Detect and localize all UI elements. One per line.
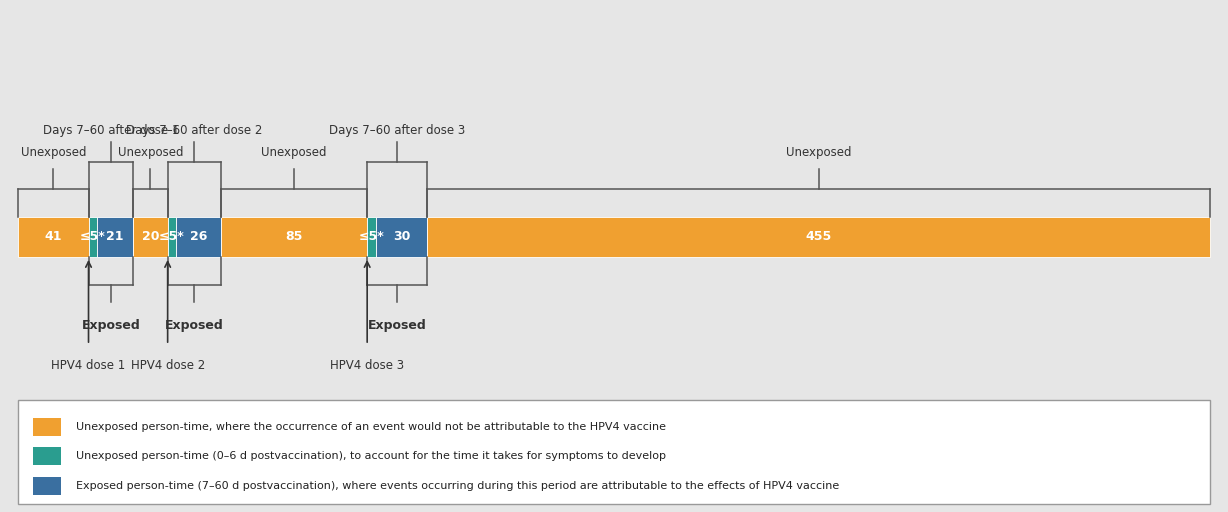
Text: Unexposed person-time (0–6 d postvaccination), to account for the time it takes : Unexposed person-time (0–6 d postvaccina… [76, 452, 666, 461]
Text: 26: 26 [190, 230, 208, 244]
Text: Unexposed: Unexposed [118, 146, 183, 159]
Text: 21: 21 [107, 230, 124, 244]
Bar [134, 217, 168, 257]
Bar [427, 217, 1210, 257]
Text: Days 7–60 after dose 3: Days 7–60 after dose 3 [329, 124, 465, 137]
Text: Days 7–60 after dose 1: Days 7–60 after dose 1 [43, 124, 179, 137]
Text: Unexposed: Unexposed [786, 146, 851, 159]
Text: HPV4 dose 3: HPV4 dose 3 [330, 359, 404, 372]
Text: ≤5*: ≤5* [359, 230, 384, 244]
Bar [33, 418, 61, 436]
Bar [97, 217, 134, 257]
Bar [18, 400, 1210, 504]
Bar [221, 217, 367, 257]
Text: Days 7–60 after dose 2: Days 7–60 after dose 2 [126, 124, 263, 137]
Text: ≤5*: ≤5* [160, 230, 185, 244]
Text: 455: 455 [806, 230, 831, 244]
Bar [33, 477, 61, 495]
Bar [18, 217, 88, 257]
Text: HPV4 dose 1: HPV4 dose 1 [52, 359, 125, 372]
Text: HPV4 dose 2: HPV4 dose 2 [130, 359, 205, 372]
Text: Exposed person-time (7–60 d postvaccination), where events occurring during this: Exposed person-time (7–60 d postvaccinat… [76, 481, 839, 491]
Text: 41: 41 [44, 230, 61, 244]
Bar [168, 217, 177, 257]
Text: Exposed: Exposed [368, 319, 426, 332]
Text: 30: 30 [393, 230, 410, 244]
Bar [177, 217, 221, 257]
Text: 85: 85 [285, 230, 303, 244]
Bar [33, 447, 61, 465]
Text: Unexposed: Unexposed [21, 146, 86, 159]
Text: Exposed: Exposed [165, 319, 223, 332]
Text: Unexposed person-time, where the occurrence of an event would not be attributabl: Unexposed person-time, where the occurre… [76, 422, 666, 432]
Bar [88, 217, 97, 257]
Text: Unexposed: Unexposed [262, 146, 327, 159]
Bar [367, 217, 376, 257]
Text: Exposed: Exposed [81, 319, 140, 332]
Bar [376, 217, 427, 257]
Text: 20: 20 [141, 230, 160, 244]
Text: ≤5*: ≤5* [80, 230, 106, 244]
